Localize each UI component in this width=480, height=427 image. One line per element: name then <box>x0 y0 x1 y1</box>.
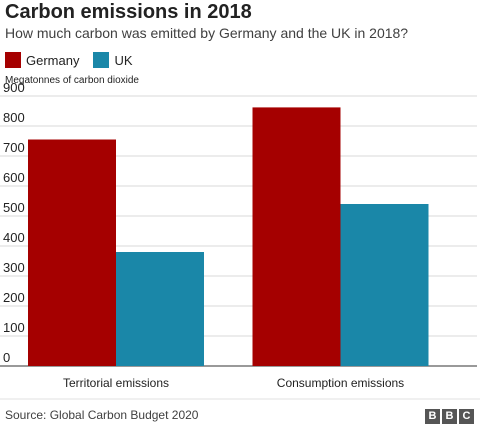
legend-item-germany: Germany <box>5 52 79 68</box>
y-tick-labels: 0 100 200 300 400 500 600 700 800 900 <box>3 80 25 365</box>
bar-germany-2 <box>252 107 341 367</box>
x-tick-label: Consumption emissions <box>277 376 404 390</box>
source-note: Source: Global Carbon Budget 2020 <box>5 408 199 422</box>
y-tick-label: 400 <box>3 230 25 245</box>
x-tick-labels: Territorial emissions Consumption emissio… <box>63 376 404 390</box>
bbc-logo-letter-3: C <box>459 409 474 424</box>
y-tick-label: 200 <box>3 290 25 305</box>
legend: Germany UK <box>5 52 147 68</box>
y-tick-label: 300 <box>3 260 25 275</box>
legend-label-germany: Germany <box>26 52 80 68</box>
y-tick-label: 800 <box>3 110 25 125</box>
y-tick-label: 500 <box>3 200 25 215</box>
bar-chart: Megatonnes of carbon dioxide 0 100 200 300 4… <box>0 75 480 400</box>
legend-swatch-uk <box>93 52 110 68</box>
x-tick-label: Territorial emissions <box>63 376 169 390</box>
y-axis-label: Megatonnes of carbon dioxide <box>5 75 139 86</box>
bbc-logo-letter-1: B <box>425 409 440 424</box>
y-tick-label: 900 <box>3 80 25 95</box>
bar-uk-2 <box>340 204 429 366</box>
y-tick-label: 600 <box>3 170 25 185</box>
bars <box>28 107 429 367</box>
y-tick-label: 700 <box>3 140 25 155</box>
chart-title: Carbon emissions in 2018 <box>5 1 252 23</box>
bar-uk-1 <box>116 252 204 366</box>
legend-label-uk: UK <box>114 52 133 68</box>
y-tick-label: 0 <box>3 350 10 365</box>
chart-subtitle: How much carbon was emitted by Germany a… <box>5 25 409 41</box>
bar-germany-1 <box>28 139 116 366</box>
bbc-logo-letter-2: B <box>442 409 457 424</box>
bbc-logo: B B C <box>423 409 474 424</box>
legend-swatch-germany <box>5 52 21 68</box>
y-tick-label: 100 <box>3 320 25 335</box>
legend-item-uk: UK <box>93 52 133 68</box>
